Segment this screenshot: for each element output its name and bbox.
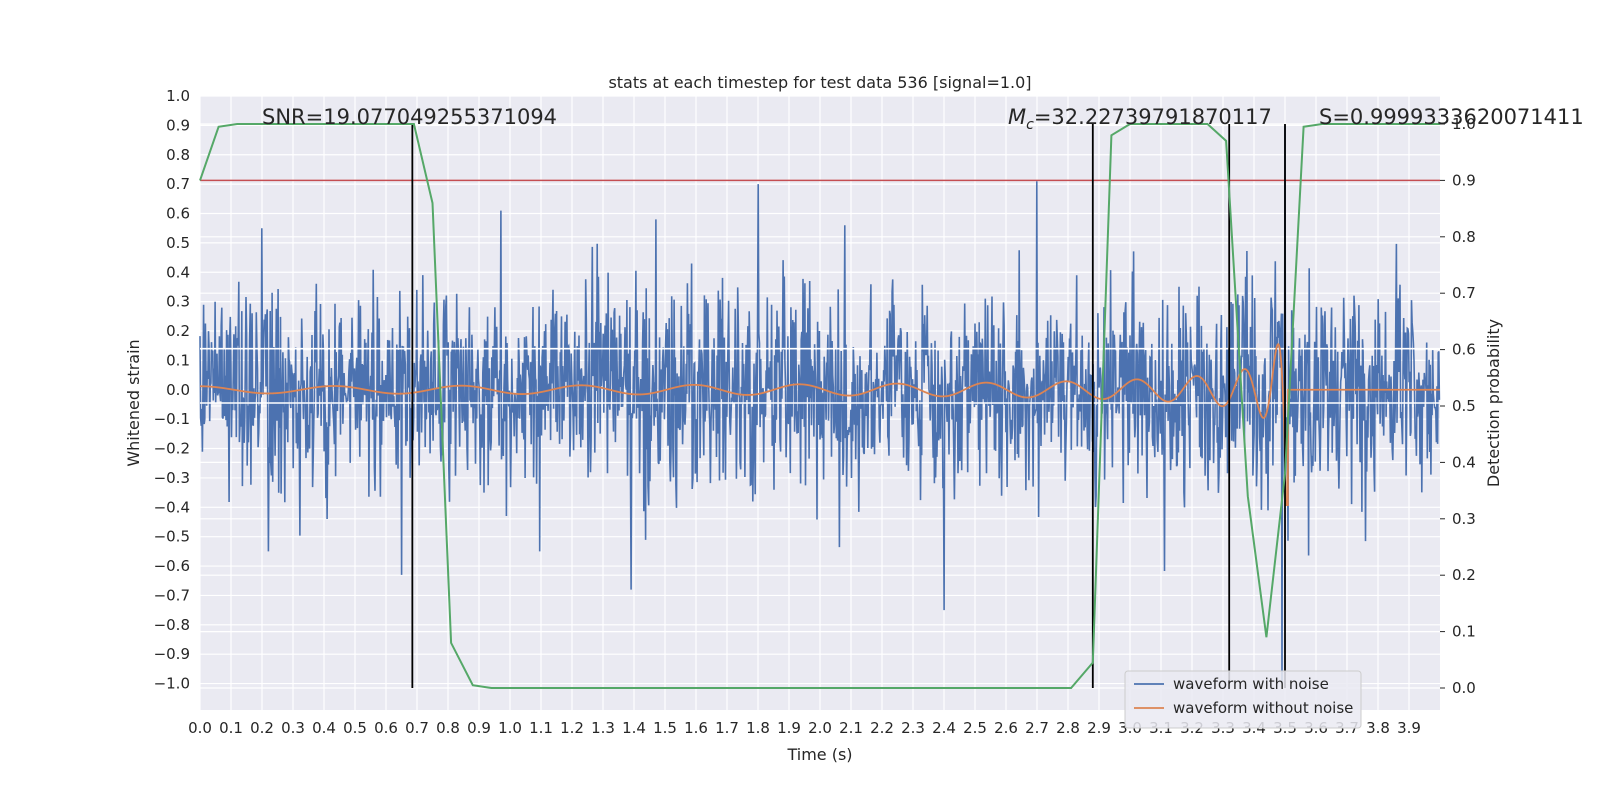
x-tick-label: 1.8: [746, 719, 770, 737]
snr-annotation: SNR=19.077049255371094: [262, 105, 557, 129]
y-tick-label: 0.0: [166, 381, 190, 399]
x-tick-label: 1.2: [560, 719, 584, 737]
legend-box: [1124, 670, 1362, 729]
x-tick-label: 0.0: [188, 719, 212, 737]
x-tick-label: 1.7: [715, 719, 739, 737]
y-tick-label: 0.4: [166, 263, 190, 281]
mc-value: =32.22739791870117: [1034, 105, 1272, 129]
y-tick-label: −0.1: [154, 410, 190, 428]
x-tick-label: 1.6: [684, 719, 708, 737]
y-tick-labels: 1.0 0.9 0.8 0.7 0.6 0.5 0.4 0.3 0.2 0.1 0.0 −0.1 −0.…: [154, 87, 190, 693]
x-tick-label: 1.0: [498, 719, 522, 737]
legend: waveform with noise waveform without noi…: [1124, 670, 1362, 729]
x-tick-label: 0.8: [436, 719, 460, 737]
x-tick-label: 2.2: [870, 719, 894, 737]
x-tick-label: 0.5: [343, 719, 367, 737]
y2-tick-label: 0.8: [1452, 228, 1476, 246]
y-tick-label: −0.5: [154, 528, 190, 546]
y2-tick-label: 1.0: [1452, 115, 1476, 133]
x-tick-label: 0.1: [219, 719, 243, 737]
y2-tick-label: 0.0: [1452, 679, 1476, 697]
y2-tick-label: 0.6: [1452, 341, 1476, 359]
x-tick-label: 1.1: [529, 719, 553, 737]
marker-layer: [411, 124, 1286, 688]
probability-series-layer: [199, 123, 1440, 689]
x-tick-label: 2.0: [808, 719, 832, 737]
x-tick-label: 2.3: [901, 719, 925, 737]
x-tick-label: 1.9: [777, 719, 801, 737]
y-tick-label: 0.5: [166, 234, 190, 252]
x-tick-label: 3.8: [1366, 719, 1390, 737]
y2-tick-label: 0.1: [1452, 623, 1476, 641]
y2-tick-label: 0.9: [1452, 171, 1476, 189]
chart-title: stats at each timestep for test data 536…: [608, 73, 1031, 92]
x-tick-label: 2.9: [1087, 719, 1111, 737]
whitened-band-layer: [200, 347, 1440, 404]
x-tick-label: 0.9: [467, 719, 491, 737]
y-tick-label: −0.2: [154, 440, 190, 458]
y-tick-label: 0.7: [166, 175, 190, 193]
x-tick-label: 2.4: [932, 719, 956, 737]
y-tick-label: 1.0: [166, 87, 190, 105]
x-tick-label: 2.6: [994, 719, 1018, 737]
x-tick-label: 1.5: [653, 719, 677, 737]
legend-entry-noise: waveform with noise: [1173, 675, 1329, 693]
y-tick-label: −0.9: [154, 645, 190, 663]
x-tick-label: 0.2: [250, 719, 274, 737]
series-waveform-without-noise: [200, 343, 1440, 507]
mc-subscript: c: [1026, 117, 1034, 133]
y2-tick-label: 0.5: [1452, 397, 1476, 415]
y2-tick-label: 0.7: [1452, 284, 1476, 302]
mc-symbol: M: [1008, 105, 1026, 129]
x-tick-label: 0.4: [312, 719, 336, 737]
y-tick-label: 0.9: [166, 116, 190, 134]
y-tick-label: −0.6: [154, 557, 190, 575]
x-axis-label: Time (s): [786, 745, 852, 764]
x-tick-label: 2.1: [839, 719, 863, 737]
y-tick-label: 0.6: [166, 205, 190, 223]
y-tick-label: 0.8: [166, 146, 190, 164]
y-tick-label: −0.3: [154, 469, 190, 487]
x-tick-label: 2.8: [1056, 719, 1080, 737]
x-tick-label: 0.6: [374, 719, 398, 737]
y2-tick-label: 0.2: [1452, 566, 1476, 584]
y-tick-label: 0.2: [166, 322, 190, 340]
y-tick-label: 0.1: [166, 351, 190, 369]
x-tick-label: 3.9: [1397, 719, 1421, 737]
x-tick-label: 2.7: [1025, 719, 1049, 737]
y-tick-label: −1.0: [154, 675, 190, 693]
y-tick-label: 0.3: [166, 293, 190, 311]
x-tick-label: 0.7: [405, 719, 429, 737]
y-tick-label: −0.8: [154, 616, 190, 634]
y-tick-label: −0.7: [154, 586, 190, 604]
series-detection-probability: [199, 123, 1440, 689]
y2-tick-labels: 1.0 0.9 0.8 0.7 0.6 0.5 0.4 0.3 0.2 0.1 0.0: [1440, 115, 1476, 697]
s-annotation: S=0.9999333620071411: [1319, 105, 1584, 129]
x-tick-label: 1.4: [622, 719, 646, 737]
x-tick-label: 1.3: [591, 719, 615, 737]
y2-tick-label: 0.3: [1452, 510, 1476, 528]
y-tick-label: −0.4: [154, 498, 190, 516]
x-tick-label: 0.3: [281, 719, 305, 737]
y2-tick-label: 0.4: [1452, 453, 1476, 471]
y2-axis-label: Detection probability: [1484, 319, 1503, 487]
mc-annotation: Mc=32.22739791870117: [1008, 105, 1272, 133]
legend-entry-clean: waveform without noise: [1173, 699, 1353, 717]
y-axis-label: Whitened strain: [124, 339, 143, 466]
x-tick-label: 2.5: [963, 719, 987, 737]
clean-series-layer: [200, 343, 1440, 507]
